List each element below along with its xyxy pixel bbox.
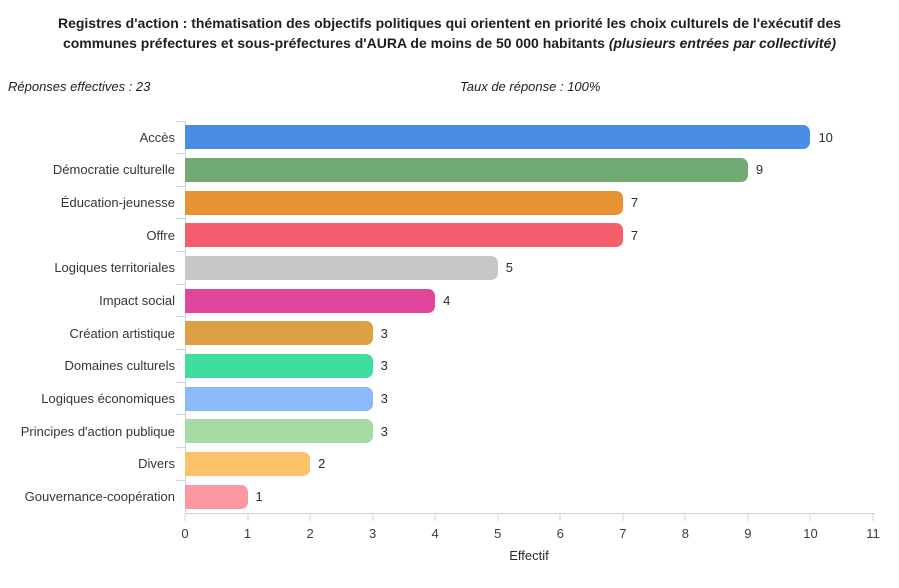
bar-track: 10: [176, 120, 873, 154]
category-label: Domaines culturels: [64, 358, 175, 374]
value-label: 10: [818, 129, 833, 145]
x-tick-label: 9: [744, 525, 752, 541]
x-axis-ticks: 0 1 2 3 4 5 6 7 8 9 10 11: [181, 513, 880, 548]
x-tick-mark: [184, 513, 186, 521]
x-axis: 0 1 2 3 4 5 6 7 8 9 10 11: [181, 512, 880, 548]
bar-row: Gouvernance-coopération 1: [0, 479, 899, 513]
category-label: Logiques économiques: [41, 391, 175, 407]
bar: [185, 288, 436, 313]
x-tick-label: 11: [866, 525, 880, 541]
bar-row: Démocratie culturelle 9: [0, 153, 899, 187]
bar-track: 3: [176, 316, 873, 350]
bar: [185, 484, 248, 509]
category-label: Création artistique: [69, 325, 176, 341]
x-tick-mark: [309, 513, 311, 521]
category-label: Gouvernance-coopération: [24, 489, 175, 505]
bar-row: Logiques territoriales 5: [0, 251, 899, 285]
bar: [185, 353, 373, 378]
x-tick-label: 4: [431, 525, 439, 541]
bar: [185, 255, 498, 280]
category-label: Impact social: [99, 293, 175, 309]
bar-row: Accès 10: [0, 120, 899, 154]
bar: [185, 223, 623, 248]
x-tick-label: 3: [369, 525, 377, 541]
bar-rows: Accès 10 Démocratie culturelle 9 Éducati…: [0, 120, 899, 513]
value-label: 3: [380, 325, 388, 341]
bar-track: 2: [176, 447, 873, 481]
x-tick-label: 6: [556, 525, 564, 541]
x-tick-label: 2: [306, 525, 314, 541]
y-axis-line: [185, 121, 186, 513]
chart-title-main: Registres d'action : thématisation des o…: [57, 15, 842, 51]
category-label: Logiques territoriales: [54, 260, 175, 276]
x-tick-mark: [434, 513, 436, 521]
bar-row: Logiques économiques 3: [0, 381, 899, 415]
value-label: 9: [755, 162, 764, 178]
bar: [185, 451, 311, 476]
x-tick-mark: [559, 513, 561, 521]
bar: [185, 321, 373, 346]
x-tick-mark: [809, 513, 811, 521]
bar-track: 3: [176, 349, 873, 383]
x-axis-line: [185, 512, 875, 514]
value-label: 3: [380, 423, 388, 439]
response-rate-label: Taux de réponse : 100%: [460, 79, 601, 94]
bar: [185, 419, 373, 444]
chart-title-note: (plusieurs entrées par collectivité): [608, 35, 837, 51]
x-tick-label: 7: [619, 525, 627, 541]
category-label: Offre: [146, 227, 175, 243]
bar-row: Divers 2: [0, 447, 899, 481]
bar-track: 7: [176, 185, 873, 219]
x-tick-mark: [747, 513, 749, 521]
bar-track: 3: [176, 414, 873, 448]
x-tick-label: 0: [181, 525, 189, 541]
bar: [185, 386, 373, 411]
bar: [185, 157, 748, 182]
value-label: 2: [318, 456, 326, 472]
bar-track: 9: [176, 153, 873, 187]
category-label: Divers: [138, 456, 175, 472]
bar-row: Domaines culturels 3: [0, 349, 899, 383]
value-label: 3: [380, 391, 388, 407]
responses-count-label: Réponses effectives : 23: [8, 79, 151, 94]
x-tick-label: 1: [243, 525, 252, 541]
bar-track: 3: [176, 381, 873, 415]
value-label: 4: [443, 293, 451, 309]
x-tick-label: 10: [803, 525, 818, 541]
x-tick-mark: [247, 513, 249, 521]
x-tick-mark: [872, 513, 874, 521]
x-tick-mark: [622, 513, 624, 521]
category-label: Éducation-jeunesse: [60, 195, 175, 211]
value-label: 7: [630, 195, 639, 211]
x-axis-title: Effectif: [509, 547, 549, 563]
bar-row: Création artistique 3: [0, 316, 899, 350]
chart-title: Registres d'action : thématisation des o…: [29, 13, 871, 53]
value-label: 3: [380, 358, 388, 374]
value-label: 5: [505, 260, 513, 276]
bar: [185, 125, 811, 150]
bar-track: 4: [176, 283, 873, 317]
x-tick-mark: [684, 513, 686, 521]
bar: [185, 190, 623, 215]
value-label: 1: [255, 489, 263, 505]
bar-track: 5: [176, 251, 873, 285]
x-tick-label: 8: [681, 525, 689, 541]
x-tick-mark: [372, 513, 374, 521]
bar-track: 1: [176, 479, 873, 513]
category-label: Démocratie culturelle: [52, 162, 175, 178]
value-label: 7: [630, 227, 639, 243]
bar-row: Éducation-jeunesse 7: [0, 185, 899, 219]
category-label: Principes d'action publique: [20, 423, 175, 439]
x-tick-label: 5: [494, 525, 502, 541]
bar-track: 7: [176, 218, 873, 252]
meta-row: Réponses effectives : 23 Taux de réponse…: [0, 79, 899, 97]
x-tick-mark: [497, 513, 499, 521]
bar-chart: Accès 10 Démocratie culturelle 9 Éducati…: [0, 120, 899, 563]
bar-row: Principes d'action publique 3: [0, 414, 899, 448]
bar-row: Impact social 4: [0, 283, 899, 317]
category-label: Accès: [139, 129, 175, 145]
bar-row: Offre 7: [0, 218, 899, 252]
